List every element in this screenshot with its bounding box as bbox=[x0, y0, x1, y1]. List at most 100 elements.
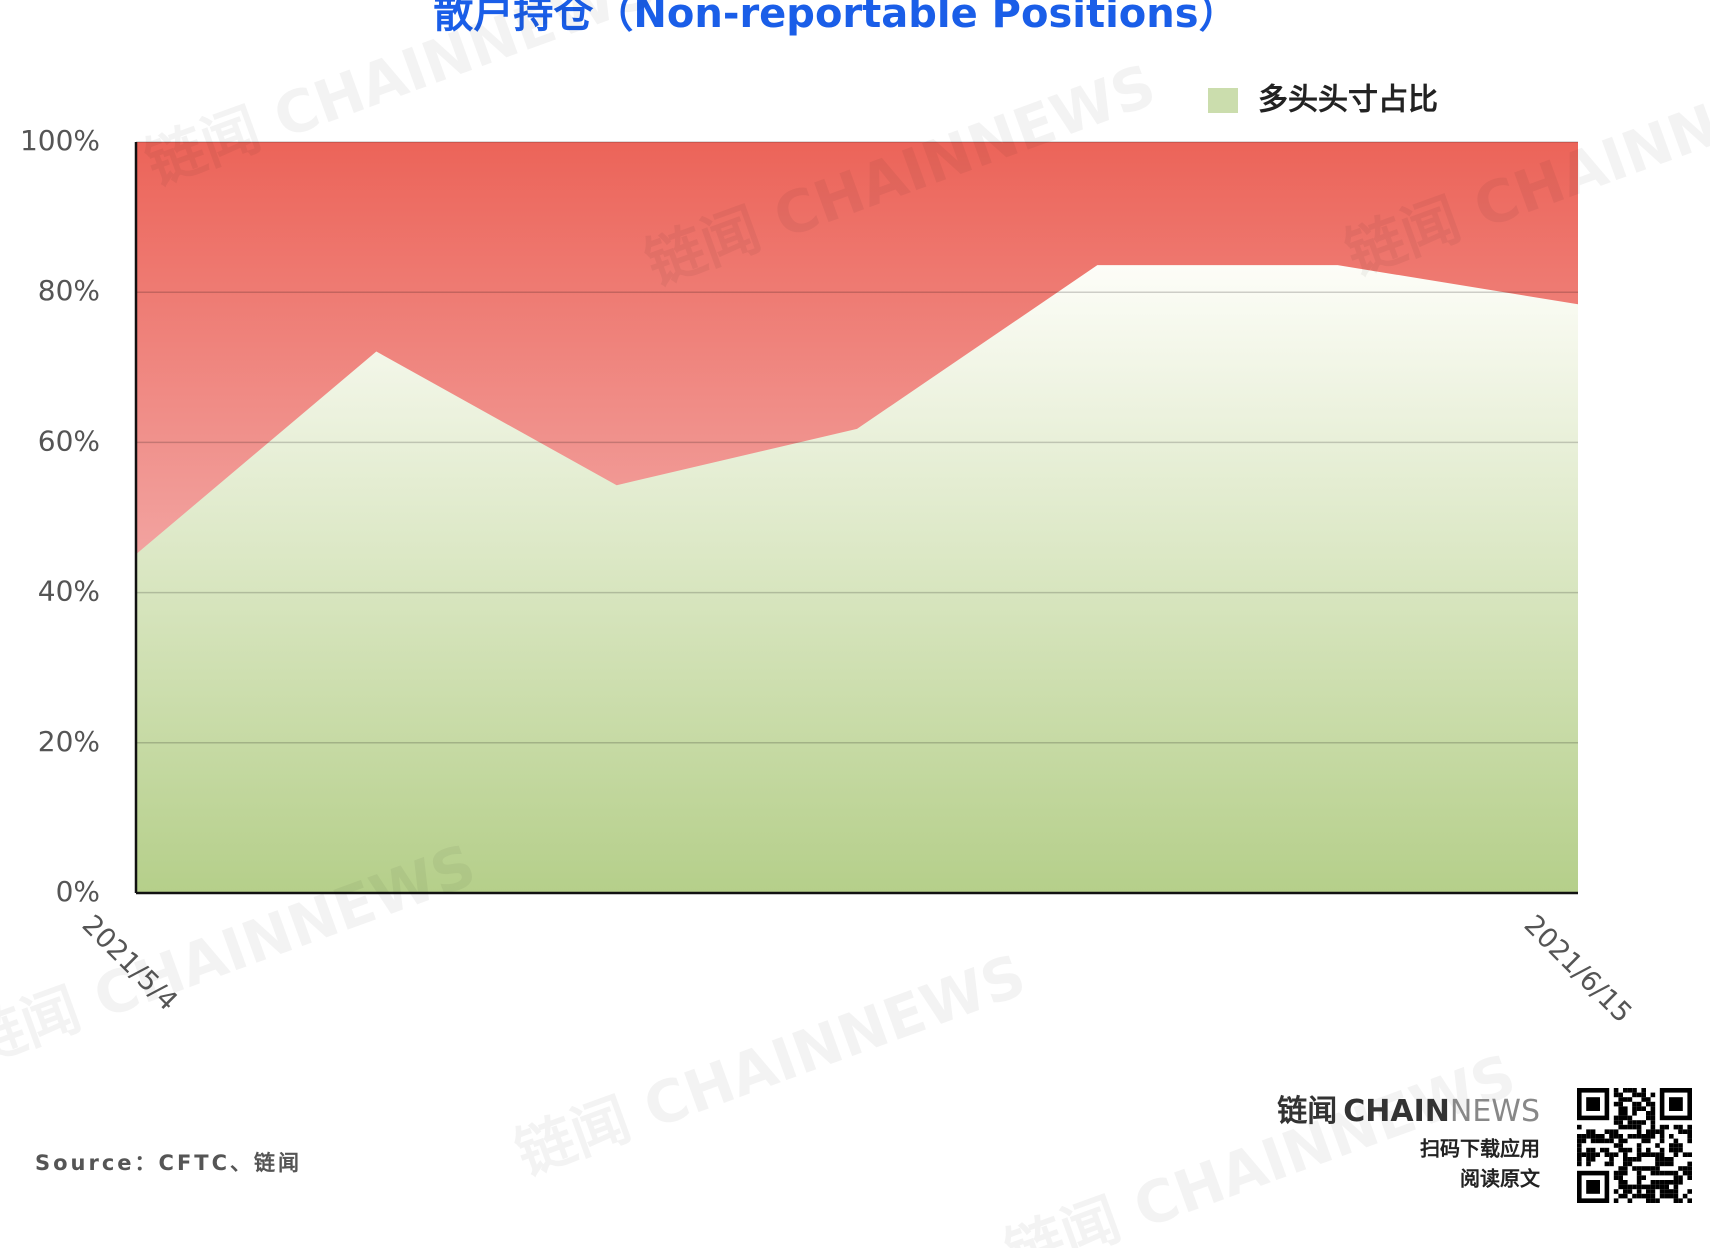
qr-cell bbox=[1604, 1147, 1610, 1153]
qr-cell bbox=[1678, 1175, 1683, 1180]
qr-cell bbox=[1590, 1147, 1596, 1153]
qr-cell bbox=[1650, 1189, 1656, 1194]
qr-cell bbox=[1659, 1134, 1665, 1139]
qr-cell bbox=[1636, 1134, 1642, 1139]
qr-cell bbox=[1641, 1134, 1646, 1139]
qr-cell bbox=[1636, 1092, 1642, 1098]
qr-cell bbox=[1627, 1184, 1633, 1190]
qr-cell bbox=[1604, 1138, 1610, 1144]
qr-cell bbox=[1687, 1138, 1692, 1144]
qr-cell bbox=[1673, 1180, 1679, 1185]
watermark: 链闻 CHAINNEWS bbox=[507, 941, 1034, 1188]
qr-cell bbox=[1636, 1143, 1642, 1148]
qr-cell bbox=[1618, 1166, 1623, 1171]
qr-cell bbox=[1655, 1170, 1660, 1176]
qr-cell bbox=[1627, 1198, 1633, 1203]
qr-cell bbox=[1678, 1198, 1683, 1203]
qr-cell bbox=[1646, 1152, 1651, 1157]
y-tick-label: 60% bbox=[38, 424, 100, 457]
qr-cell bbox=[1609, 1134, 1614, 1139]
qr-cell bbox=[1627, 1088, 1633, 1093]
qr-cell bbox=[1641, 1092, 1646, 1098]
qr-cell bbox=[1613, 1170, 1619, 1176]
qr-cell bbox=[1613, 1175, 1619, 1180]
qr-cell bbox=[1650, 1101, 1656, 1107]
qr-cell bbox=[1655, 1180, 1660, 1185]
qr-cell bbox=[1655, 1161, 1660, 1167]
qr-cell bbox=[1641, 1193, 1646, 1199]
qr-cell bbox=[1623, 1161, 1628, 1167]
qr-cell bbox=[1590, 1129, 1596, 1134]
qr-cell bbox=[1646, 1129, 1651, 1134]
qr-cell bbox=[1618, 1143, 1623, 1148]
legend-swatch bbox=[1208, 88, 1238, 113]
qr-cell bbox=[1618, 1170, 1623, 1176]
qr-cell bbox=[1632, 1106, 1637, 1111]
qr-cell bbox=[1627, 1147, 1633, 1153]
qr-cell bbox=[1613, 1198, 1619, 1203]
qr-cell bbox=[1687, 1198, 1692, 1203]
qr-cell bbox=[1655, 1184, 1660, 1190]
qr-cell bbox=[1650, 1115, 1656, 1121]
qr-cell bbox=[1655, 1157, 1660, 1162]
qr-cell bbox=[1664, 1157, 1669, 1162]
qr-cell bbox=[1659, 1184, 1665, 1190]
qr-cell bbox=[1618, 1120, 1623, 1125]
qr-cell bbox=[1627, 1134, 1633, 1139]
qr-cell bbox=[1673, 1189, 1679, 1194]
qr-cell bbox=[1636, 1147, 1642, 1153]
qr-finder bbox=[1659, 1088, 1692, 1121]
qr-cell bbox=[1669, 1157, 1674, 1162]
qr-cell bbox=[1673, 1175, 1679, 1180]
qr-cell bbox=[1659, 1147, 1665, 1153]
qr-cell bbox=[1646, 1138, 1651, 1144]
qr-cell bbox=[1632, 1092, 1637, 1098]
qr-cell bbox=[1669, 1189, 1674, 1194]
qr-cell bbox=[1650, 1152, 1656, 1157]
qr-cell bbox=[1632, 1101, 1637, 1107]
qr-cell bbox=[1577, 1124, 1582, 1130]
qr-cell bbox=[1641, 1088, 1646, 1093]
qr-cell bbox=[1682, 1170, 1688, 1176]
qr-cell bbox=[1632, 1124, 1637, 1130]
qr-cell bbox=[1609, 1161, 1614, 1167]
chart-title: 散户持仓（Non-reportable Positions） bbox=[433, 0, 1238, 37]
qr-cell bbox=[1664, 1124, 1669, 1130]
qr-cell bbox=[1646, 1111, 1651, 1116]
qr-cell bbox=[1687, 1134, 1692, 1139]
qr-cell bbox=[1636, 1101, 1642, 1107]
qr-finder bbox=[1586, 1180, 1600, 1194]
qr-cell bbox=[1627, 1157, 1633, 1162]
qr-cell bbox=[1609, 1138, 1614, 1144]
qr-cell bbox=[1659, 1157, 1665, 1162]
qr-cell bbox=[1618, 1111, 1623, 1116]
qr-cell bbox=[1650, 1106, 1656, 1111]
qr-cell bbox=[1687, 1170, 1692, 1176]
qr-cell bbox=[1655, 1198, 1660, 1203]
qr-cell bbox=[1595, 1134, 1600, 1139]
brand-bold: CHAIN bbox=[1343, 1094, 1450, 1129]
qr-cell bbox=[1650, 1134, 1656, 1139]
qr-cell bbox=[1682, 1129, 1688, 1134]
qr-cell bbox=[1609, 1157, 1614, 1162]
qr-cell bbox=[1618, 1097, 1623, 1102]
qr-cell bbox=[1650, 1166, 1656, 1171]
qr-cell bbox=[1590, 1138, 1596, 1144]
qr-cell bbox=[1613, 1129, 1619, 1134]
qr-cell bbox=[1673, 1138, 1679, 1144]
qr-cell bbox=[1673, 1193, 1679, 1199]
qr-cell bbox=[1600, 1134, 1605, 1139]
qr-cell bbox=[1650, 1129, 1656, 1134]
qr-cell bbox=[1646, 1147, 1651, 1153]
qr-cell bbox=[1609, 1152, 1614, 1157]
qr-cell bbox=[1664, 1161, 1669, 1167]
qr-cell bbox=[1590, 1157, 1596, 1162]
qr-cell bbox=[1623, 1124, 1628, 1130]
qr-cell bbox=[1632, 1184, 1637, 1190]
qr-cell bbox=[1673, 1198, 1679, 1203]
qr-cell bbox=[1646, 1097, 1651, 1102]
brand-light: NEWS bbox=[1450, 1094, 1540, 1129]
x-tick-label: 2021/6/15 bbox=[1518, 909, 1638, 1029]
qr-cell bbox=[1646, 1166, 1651, 1171]
qr-cell bbox=[1586, 1134, 1591, 1139]
